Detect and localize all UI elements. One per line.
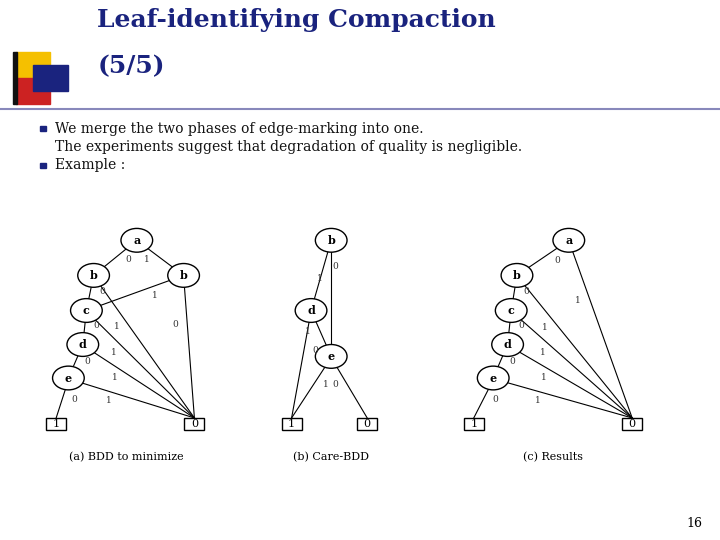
Bar: [464, 418, 484, 430]
Circle shape: [121, 228, 153, 252]
Bar: [282, 418, 302, 430]
Circle shape: [67, 333, 99, 356]
Circle shape: [501, 264, 533, 287]
Text: 1: 1: [540, 348, 546, 357]
Bar: [13, 52, 17, 104]
Text: 1: 1: [317, 274, 323, 282]
Circle shape: [78, 264, 109, 287]
Text: We merge the two phases of edge-marking into one.: We merge the two phases of edge-marking …: [55, 122, 424, 136]
Text: 0: 0: [99, 287, 105, 296]
Text: Leaf-identifying Compaction: Leaf-identifying Compaction: [97, 8, 496, 32]
Text: 0: 0: [85, 357, 91, 366]
Circle shape: [168, 264, 199, 287]
Text: 1: 1: [305, 327, 311, 335]
Text: e: e: [65, 373, 72, 383]
Text: d: d: [79, 339, 86, 350]
Text: 1: 1: [144, 255, 150, 265]
Text: 1: 1: [106, 396, 112, 405]
Bar: [16, 52, 50, 78]
Text: 0: 0: [173, 320, 179, 329]
Text: 0: 0: [125, 255, 131, 264]
Circle shape: [53, 366, 84, 390]
Text: (a) BDD to minimize: (a) BDD to minimize: [68, 452, 184, 462]
Text: 0: 0: [332, 380, 338, 389]
Text: Example :: Example :: [55, 158, 126, 172]
Text: c: c: [83, 305, 90, 316]
Text: 1: 1: [535, 396, 541, 405]
Bar: [40, 163, 46, 167]
Text: 1: 1: [470, 419, 477, 429]
Bar: [184, 418, 204, 430]
Text: 0: 0: [71, 395, 77, 404]
Text: (5/5): (5/5): [97, 54, 165, 78]
Text: 0: 0: [364, 419, 371, 429]
Text: a: a: [565, 235, 572, 246]
Text: The experiments suggest that degradation of quality is negligible.: The experiments suggest that degradation…: [55, 140, 523, 154]
Text: 0: 0: [518, 321, 524, 330]
Text: 1: 1: [152, 291, 158, 300]
Text: e: e: [490, 373, 497, 383]
Text: (c) Results: (c) Results: [523, 452, 583, 462]
Text: a: a: [133, 235, 140, 246]
Text: 0: 0: [191, 419, 198, 429]
Bar: [16, 78, 50, 104]
Circle shape: [71, 299, 102, 322]
Bar: [46, 418, 66, 430]
Text: 1: 1: [542, 322, 548, 332]
Text: d: d: [307, 305, 315, 316]
Text: 1: 1: [575, 296, 581, 305]
Bar: [33, 65, 68, 91]
Text: 1: 1: [53, 419, 60, 429]
Text: 1: 1: [111, 348, 117, 357]
Text: 1: 1: [112, 373, 117, 382]
Text: 0: 0: [312, 346, 318, 355]
Text: b: b: [513, 270, 521, 281]
Text: 0: 0: [629, 419, 636, 429]
Bar: [40, 126, 46, 131]
Bar: [357, 418, 377, 430]
Circle shape: [477, 366, 509, 390]
Text: 0: 0: [510, 357, 516, 366]
Circle shape: [295, 299, 327, 322]
Text: b: b: [180, 270, 187, 281]
Text: 0: 0: [94, 321, 99, 330]
Text: d: d: [504, 339, 511, 350]
Text: (b) Care-BDD: (b) Care-BDD: [293, 452, 369, 462]
Circle shape: [315, 228, 347, 252]
Text: 0: 0: [492, 395, 498, 404]
Text: 1: 1: [288, 419, 295, 429]
Bar: [622, 418, 642, 430]
Circle shape: [492, 333, 523, 356]
Circle shape: [495, 299, 527, 322]
Text: e: e: [328, 351, 335, 362]
Text: 1: 1: [114, 322, 120, 332]
Circle shape: [315, 345, 347, 368]
Text: 16: 16: [686, 517, 702, 530]
Text: c: c: [508, 305, 515, 316]
Text: b: b: [328, 235, 335, 246]
Text: b: b: [90, 270, 97, 281]
Text: 0: 0: [333, 262, 338, 272]
Text: 0: 0: [523, 287, 528, 296]
Text: 0: 0: [554, 255, 559, 265]
Circle shape: [553, 228, 585, 252]
Text: 1: 1: [541, 373, 546, 382]
Text: 1: 1: [323, 381, 329, 389]
